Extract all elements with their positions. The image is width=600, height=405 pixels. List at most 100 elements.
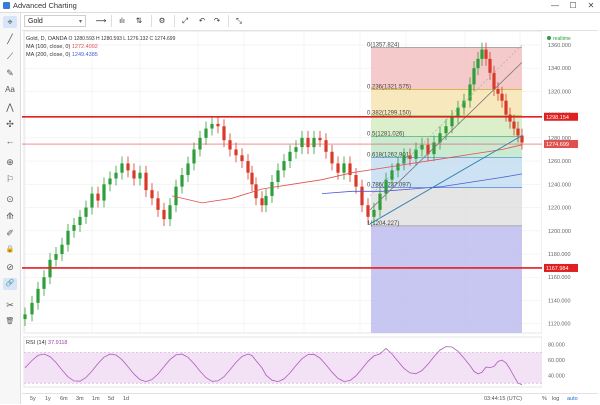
settings-gear-icon[interactable]: ⚙: [158, 16, 166, 25]
candle-body: [330, 151, 334, 164]
horizontal-lines: [22, 115, 542, 269]
price-chart[interactable]: 0(1357.824) 0.236(1321.575) 0.382(1299.150…: [22, 31, 598, 404]
price-tick-label: 1160.000: [548, 275, 571, 281]
candle-body: [512, 121, 516, 129]
ohlc-values: O 1280.593 H 1280.593 L 1276.132 C 1274.…: [68, 36, 176, 42]
prediction-icon[interactable]: ✣: [6, 119, 14, 129]
range-5d[interactable]: 5d: [108, 396, 115, 402]
candle-body: [444, 126, 448, 134]
price-marker-label: 1167.984: [546, 266, 569, 272]
close-button[interactable]: ✕: [587, 1, 595, 10]
brush-icon[interactable]: ✎: [6, 68, 14, 78]
fib-zone: [371, 157, 522, 188]
candle-body: [426, 144, 430, 155]
auto-toggle[interactable]: auto: [567, 396, 578, 402]
hide-drawings-icon[interactable]: ⊘: [6, 262, 14, 272]
price-tick-label: 1260.000: [548, 159, 571, 165]
clock-time: 03:44:15 (UTC): [484, 396, 522, 402]
arrow-icon[interactable]: ←: [5, 136, 15, 146]
candle-body: [114, 172, 118, 179]
percent-toggle[interactable]: %: [542, 396, 547, 402]
fit-chart-icon[interactable]: ⤢: [182, 16, 188, 25]
candle-body: [180, 175, 184, 187]
pattern-icon[interactable]: ⋀: [6, 102, 14, 112]
flag-icon[interactable]: ⚐: [5, 174, 15, 184]
rsi-tick-label: 40.000: [548, 373, 565, 379]
compare-icon[interactable]: ⟿: [95, 16, 107, 25]
range-1m[interactable]: 1m: [92, 396, 100, 402]
range-3m[interactable]: 3m: [76, 396, 84, 402]
magnet-icon[interactable]: ⊙: [6, 194, 14, 204]
price-tick-label: 1140.000: [548, 298, 571, 304]
candle-body: [496, 89, 500, 94]
ma200-label: MA (200, close, 0): [26, 52, 71, 58]
rsi-tick-label: 80.000: [548, 343, 565, 349]
price-axis-bg: [542, 31, 598, 333]
candle-body: [192, 149, 196, 164]
price-marker: [544, 263, 578, 272]
candle-body: [36, 288, 40, 303]
zoom-in-icon[interactable]: ⊕: [6, 157, 14, 167]
candle-body: [156, 198, 160, 210]
candle-body: [126, 163, 130, 171]
fib-zone: [371, 89, 522, 116]
candle-body: [42, 277, 46, 289]
maximize-button[interactable]: ☐: [569, 1, 577, 10]
fib-level-label: 0.382(1299.150): [367, 111, 411, 117]
symbol-value: Gold: [28, 18, 43, 25]
price-tick-label: 1220.000: [548, 206, 571, 212]
rsi-axis-bg: [542, 337, 598, 387]
candle-body: [488, 58, 492, 73]
indicators-icon[interactable]: ⇅: [135, 16, 143, 25]
candle-body: [264, 195, 268, 206]
undo-icon[interactable]: ↶: [198, 16, 206, 25]
realtime-label: realtime: [553, 36, 571, 42]
crosshair-icon[interactable]: ⌖: [3, 16, 17, 28]
text-tool-icon[interactable]: Aa: [5, 85, 15, 94]
candle-body: [144, 172, 148, 191]
scissors-icon[interactable]: ✂: [6, 300, 14, 310]
candle-body: [312, 137, 316, 148]
trendline-icon[interactable]: ╱: [7, 34, 13, 44]
app-icon: [3, 2, 10, 9]
candle-body: [54, 254, 58, 260]
candle-body: [520, 135, 524, 143]
rsi-line: [24, 346, 523, 386]
lock-icon[interactable]: 🔒: [5, 246, 15, 253]
candle-body: [324, 140, 328, 152]
pitchfork-icon[interactable]: ⟋: [6, 51, 14, 61]
candle-body: [476, 58, 480, 69]
price-tick-label: 1320.000: [548, 89, 571, 95]
log-toggle[interactable]: log: [552, 396, 560, 402]
pencil-icon[interactable]: ✐: [6, 228, 14, 238]
candle-body: [384, 179, 388, 194]
range-6m[interactable]: 6m: [60, 396, 68, 402]
candle-body: [500, 93, 504, 101]
range-1d[interactable]: 1d: [123, 396, 130, 402]
fullscreen-icon[interactable]: ⤡: [236, 16, 242, 25]
chart-type-icon[interactable]: ılı: [119, 16, 125, 25]
candle-body: [294, 147, 298, 152]
link-icon[interactable]: 🔗: [3, 278, 17, 290]
range-5y[interactable]: 5y: [30, 396, 36, 402]
symbol-search-input[interactable]: Gold ▾: [24, 15, 86, 27]
candle-body: [276, 170, 280, 182]
minimize-button[interactable]: —: [551, 1, 559, 10]
candle-body: [390, 170, 394, 180]
fib-level-label: 0.618(1262.901): [367, 153, 411, 159]
ma100-line: [171, 144, 523, 204]
realtime-indicator: realtime: [547, 36, 571, 42]
candle-body: [270, 182, 274, 196]
moving-averages: [171, 144, 523, 204]
trash-icon[interactable]: 🗑: [5, 318, 15, 325]
candle-body: [414, 149, 418, 159]
range-1y[interactable]: 1y: [45, 396, 51, 402]
stay-in-drawing-icon[interactable]: ⟰: [6, 211, 14, 221]
fib-level-label: 0(1357.824): [367, 42, 399, 48]
candle-body: [198, 137, 202, 150]
ma100-value: 1272.4092: [71, 44, 98, 50]
candle-body: [204, 128, 208, 138]
candle-body: [456, 107, 460, 117]
candle-body: [354, 175, 358, 187]
redo-icon[interactable]: ↷: [213, 16, 221, 25]
